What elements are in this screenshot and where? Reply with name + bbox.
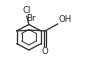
Text: Cl: Cl [23,6,31,15]
Text: OH: OH [58,15,72,24]
Text: Br: Br [26,14,36,23]
Text: O: O [42,47,49,56]
